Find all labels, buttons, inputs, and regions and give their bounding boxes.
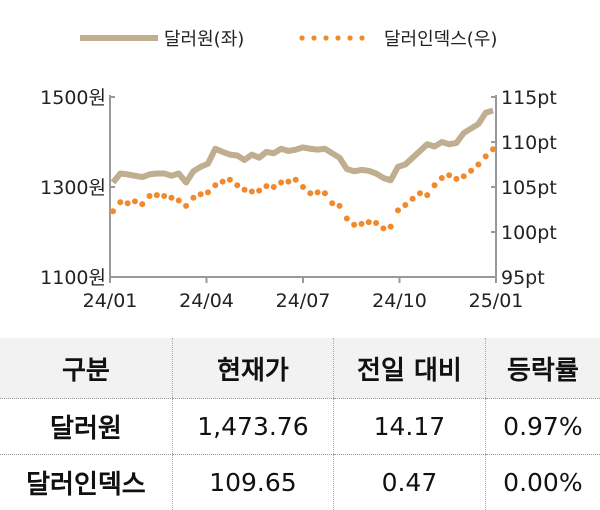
dxy-data-point xyxy=(278,180,284,186)
dxy-data-point xyxy=(395,207,401,213)
cell: 0.97% xyxy=(485,399,600,455)
dxy-data-point xyxy=(380,225,386,231)
table-row: 달러원 1,473.76 14.17 0.97% xyxy=(0,399,600,455)
dxy-data-point xyxy=(468,168,474,174)
dxy-data-point xyxy=(263,183,269,189)
dxy-data-point xyxy=(461,173,467,179)
dxy-data-point xyxy=(417,190,423,196)
dxy-data-point xyxy=(388,224,394,230)
header-cell: 현재가 xyxy=(172,338,333,399)
right-tick-label: 100pt xyxy=(501,222,557,244)
dxy-data-point xyxy=(242,187,248,193)
dxy-data-point xyxy=(132,198,138,204)
dxy-data-point xyxy=(212,182,218,188)
x-tick-label: 24/10 xyxy=(372,290,427,312)
table-header-row: 구분 현재가 전일 대비 등락률 xyxy=(0,338,600,399)
legend-dot-swatch xyxy=(323,35,328,40)
header-cell: 구분 xyxy=(0,338,172,399)
series-line-usdkrw xyxy=(113,111,493,183)
cell: 14.17 xyxy=(334,399,486,455)
x-tick-label: 24/07 xyxy=(276,290,331,312)
right-tick-label: 115pt xyxy=(501,87,557,109)
dxy-data-point xyxy=(307,190,313,196)
dxy-data-point xyxy=(198,191,204,197)
legend-dot-swatch xyxy=(347,35,352,40)
dxy-data-point xyxy=(424,192,430,198)
dxy-data-point xyxy=(439,175,445,181)
dxy-data-point xyxy=(110,208,116,214)
dxy-data-point xyxy=(176,198,182,204)
dxy-data-point xyxy=(453,176,459,182)
dxy-data-point xyxy=(358,221,364,227)
dxy-data-point xyxy=(300,184,306,190)
header-cell: 전일 대비 xyxy=(334,338,486,399)
dxy-data-point xyxy=(337,203,343,209)
dxy-data-point xyxy=(183,203,189,209)
dxy-data-point xyxy=(315,189,321,195)
x-tick-label: 24/04 xyxy=(179,290,234,312)
table-row: 달러인덱스 109.65 0.47 0.00% xyxy=(0,455,600,510)
left-tick-label: 1300원 xyxy=(40,177,106,199)
dxy-data-point xyxy=(366,219,372,225)
dxy-data-point xyxy=(190,195,196,201)
dxy-data-point xyxy=(161,193,167,199)
dxy-data-point xyxy=(139,201,145,207)
exchange-rate-chart: 1500원1300원1100원115pt110pt105pt100pt95pt2… xyxy=(0,0,600,330)
dxy-data-point xyxy=(271,184,277,190)
legend-dot-swatch xyxy=(311,35,316,40)
right-tick-label: 110pt xyxy=(501,132,557,154)
dxy-data-point xyxy=(168,195,174,201)
legend-label: 달러원(좌) xyxy=(164,29,244,50)
dxy-data-point xyxy=(125,200,131,206)
header-cell: 등락률 xyxy=(485,338,600,399)
x-tick-label: 24/01 xyxy=(83,290,138,312)
dxy-data-point xyxy=(329,200,335,206)
dxy-data-point xyxy=(402,202,408,208)
dxy-data-point xyxy=(256,188,262,194)
dxy-data-point xyxy=(322,190,328,196)
row-label: 달러원 xyxy=(0,399,172,455)
cell: 0.47 xyxy=(334,455,486,510)
dxy-data-point xyxy=(373,220,379,226)
dxy-data-point xyxy=(227,177,233,183)
dxy-data-point xyxy=(234,182,240,188)
rate-table: 구분 현재가 전일 대비 등락률 달러원 1,473.76 14.17 0.97… xyxy=(0,338,600,510)
legend-dot-swatch xyxy=(335,35,340,40)
x-tick-label: 25/01 xyxy=(469,290,524,312)
cell: 0.00% xyxy=(485,455,600,510)
cell: 109.65 xyxy=(172,455,333,510)
cell: 1,473.76 xyxy=(172,399,333,455)
dxy-data-point xyxy=(344,216,350,222)
dxy-data-point xyxy=(147,193,153,199)
row-label: 달러인덱스 xyxy=(0,455,172,510)
dxy-data-point xyxy=(154,192,160,198)
left-tick-label: 1500원 xyxy=(40,87,106,109)
legend-dot-swatch xyxy=(359,35,364,40)
dxy-data-point xyxy=(220,179,226,185)
legend-dot-swatch xyxy=(299,35,304,40)
dxy-data-point xyxy=(205,189,211,195)
right-tick-label: 105pt xyxy=(501,177,557,199)
left-tick-label: 1100원 xyxy=(40,267,106,289)
dxy-data-point xyxy=(117,199,123,205)
dxy-data-point xyxy=(351,222,357,228)
dxy-data-point xyxy=(410,196,416,202)
dxy-data-point xyxy=(475,162,481,168)
dxy-data-point xyxy=(490,146,496,152)
dxy-data-point xyxy=(249,189,255,195)
right-tick-label: 95pt xyxy=(501,267,545,289)
legend-label: 달러인덱스(우) xyxy=(384,29,497,50)
dxy-data-point xyxy=(483,153,489,159)
dxy-data-point xyxy=(285,179,291,185)
dxy-data-point xyxy=(432,182,438,188)
dxy-data-point xyxy=(293,177,299,183)
dxy-data-point xyxy=(446,172,452,178)
